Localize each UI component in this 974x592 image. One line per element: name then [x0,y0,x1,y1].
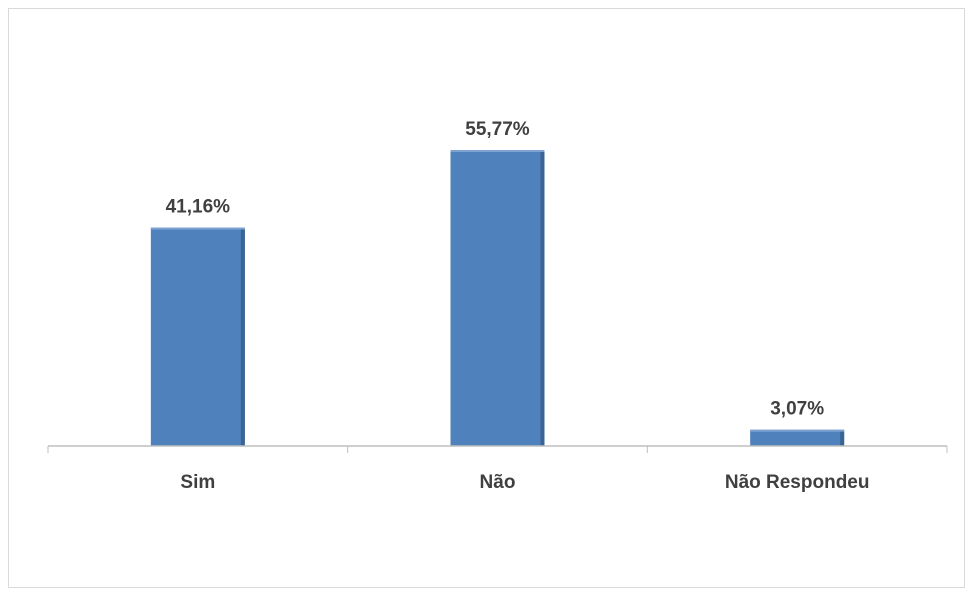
bar-1 [450,150,545,446]
bar-side-edge [540,152,545,446]
bar-side-edge [840,431,845,446]
bar-0 [150,227,245,446]
bar-face [750,429,845,446]
data-label: 41,16% [166,197,231,218]
bar-top-edge [450,150,545,152]
bar-top-edge [150,227,245,230]
x-axis-ticks [47,446,948,453]
bar-side-edge [240,229,245,446]
bar-top-edge [750,429,845,432]
bar-face [150,227,245,446]
category-label: Não [480,472,516,493]
bar-2 [750,429,845,446]
data-labels-layer: 41,16% 55,77% 3,07% [166,119,825,420]
data-label: 3,07% [770,399,824,420]
data-label: 55,77% [465,119,530,140]
category-labels-layer: Sim Não Não Respondeu [180,472,869,493]
bars-layer [150,150,845,446]
bar-face [450,150,545,446]
category-label: Sim [180,472,215,493]
category-label: Não Respondeu [725,472,870,493]
